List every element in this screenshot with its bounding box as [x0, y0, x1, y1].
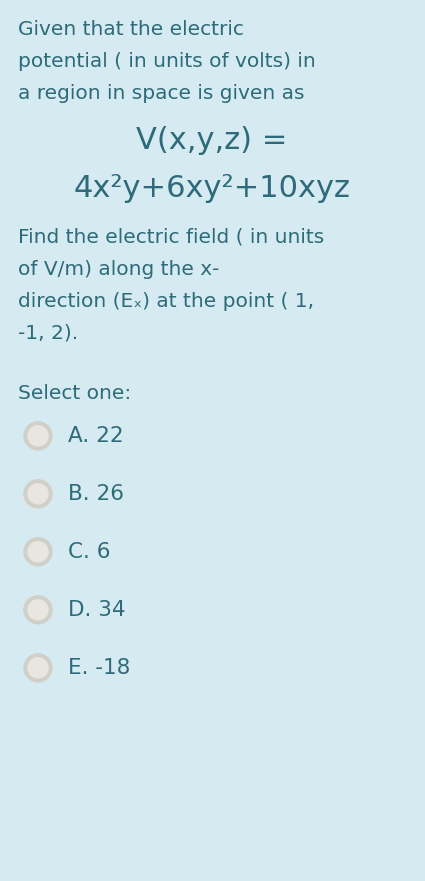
Text: Given that the electric: Given that the electric — [18, 20, 244, 39]
Circle shape — [28, 600, 48, 620]
Text: Find the electric field ( in units: Find the electric field ( in units — [18, 228, 324, 247]
Text: V(x,y,z) =: V(x,y,z) = — [136, 126, 288, 155]
Circle shape — [24, 537, 52, 566]
Circle shape — [28, 484, 48, 504]
Text: 4x²y+6xy²+10xyz: 4x²y+6xy²+10xyz — [74, 174, 351, 204]
Text: D. 34: D. 34 — [68, 600, 126, 620]
Circle shape — [24, 596, 52, 624]
Circle shape — [24, 480, 52, 507]
Text: Select one:: Select one: — [18, 384, 131, 403]
Circle shape — [28, 542, 48, 562]
Text: direction (Eₓ) at the point ( 1,: direction (Eₓ) at the point ( 1, — [18, 292, 314, 311]
Text: potential ( in units of volts) in: potential ( in units of volts) in — [18, 52, 316, 71]
Text: a region in space is given as: a region in space is given as — [18, 84, 304, 103]
Circle shape — [24, 422, 52, 450]
Text: of V/m) along the x-: of V/m) along the x- — [18, 260, 219, 278]
Text: B. 26: B. 26 — [68, 484, 124, 504]
Circle shape — [28, 426, 48, 446]
Text: C. 6: C. 6 — [68, 542, 110, 562]
Text: A. 22: A. 22 — [68, 426, 124, 446]
Circle shape — [28, 658, 48, 677]
Text: E. -18: E. -18 — [68, 658, 130, 677]
Text: -1, 2).: -1, 2). — [18, 324, 78, 343]
Circle shape — [24, 654, 52, 682]
